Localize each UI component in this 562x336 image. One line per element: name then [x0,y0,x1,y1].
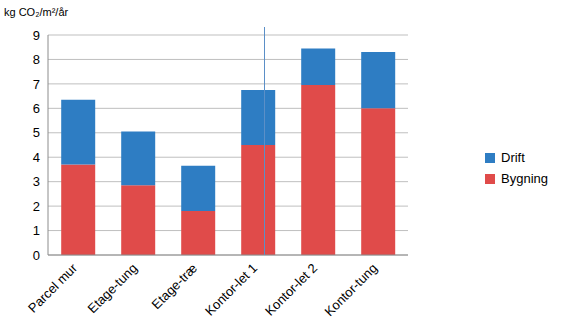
svg-text:3: 3 [33,174,40,189]
html-text:kg CO₂/m²/år: kg CO₂/m²/år [4,6,69,18]
svg-text:2: 2 [33,199,40,214]
svg-text:Kontor-tung: Kontor-tung [321,261,380,320]
svg-text:9: 9 [33,28,40,43]
svg-text:Etage-tung: Etage-tung [85,261,141,317]
svg-text:0: 0 [33,248,40,263]
svg-text:8: 8 [33,52,40,67]
svg-text:5: 5 [33,125,40,140]
svg-text:4: 4 [33,150,40,165]
svg-text:Etage-træ: Etage-træ [149,261,200,312]
svg-text:Parcel mur: Parcel mur [25,260,81,316]
html-text:Bygning: Bygning [501,171,548,186]
svg-text:7: 7 [33,77,40,92]
svg-text:Kontor-let 2: Kontor-let 2 [262,261,320,319]
svg-text:1: 1 [33,223,40,238]
html-text:Drift: Drift [501,150,525,165]
svg-text:Kontor-let 1: Kontor-let 1 [202,261,260,319]
svg-text:6: 6 [33,101,40,116]
